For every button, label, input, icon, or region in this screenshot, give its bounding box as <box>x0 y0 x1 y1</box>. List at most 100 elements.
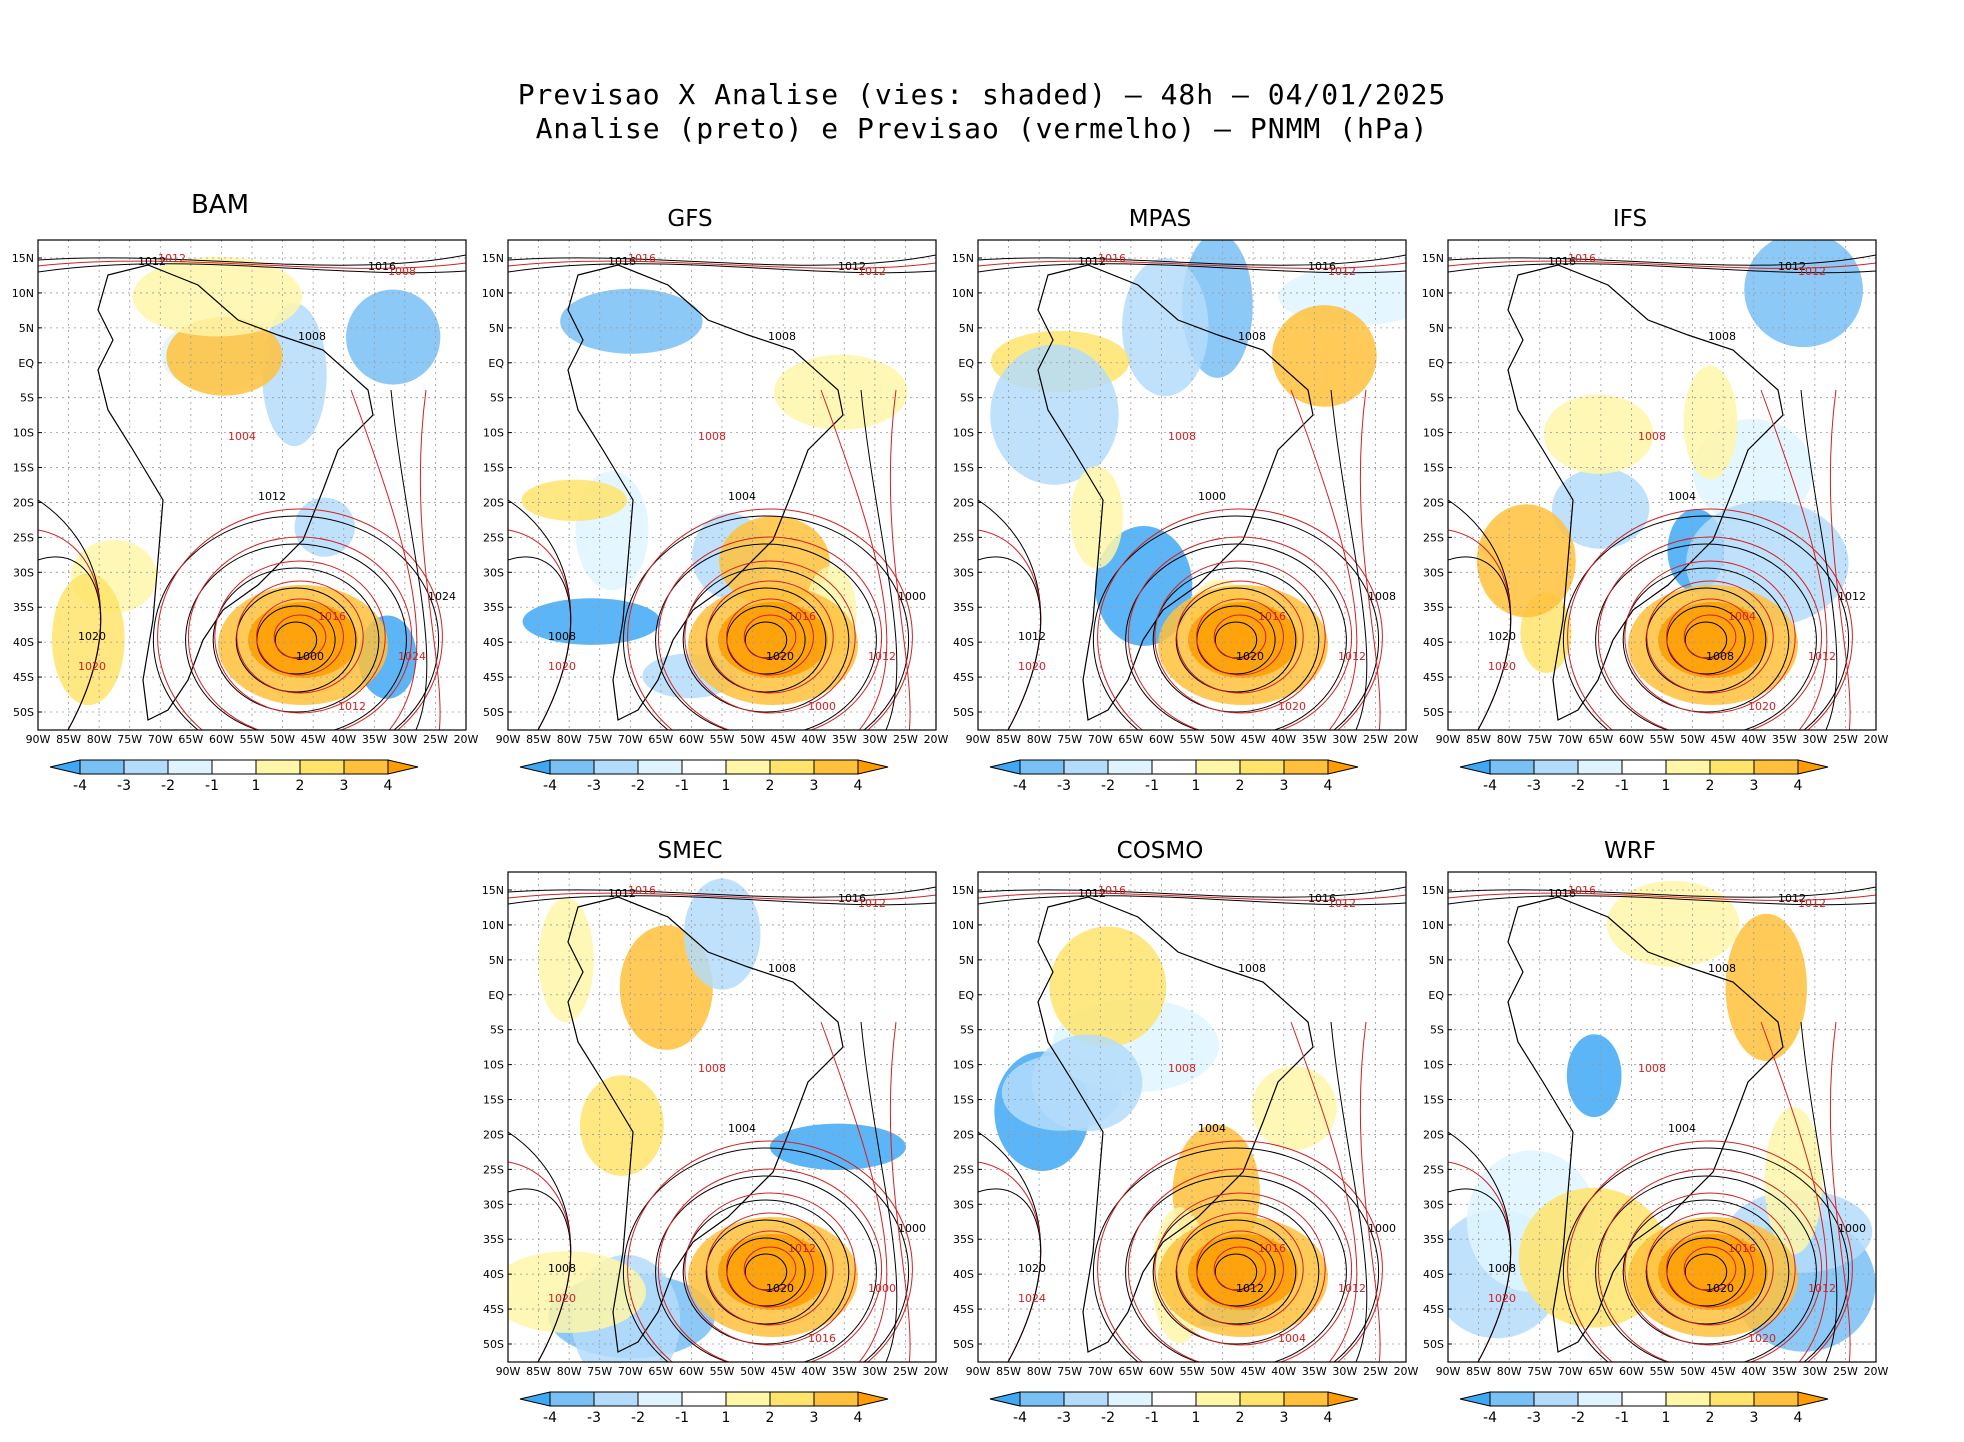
lat-tick-label: 35S <box>483 1233 504 1246</box>
lon-tick-label: 55W <box>1650 1365 1675 1378</box>
bias-shade-area <box>990 344 1119 485</box>
lat-tick-label: 30S <box>483 566 504 579</box>
lon-tick-label: 90W <box>1436 733 1461 746</box>
lon-tick-label: 80W <box>1497 1365 1522 1378</box>
isobar-label-analysis: 1020 <box>1018 1262 1046 1275</box>
colorbar-tick-label: -4 <box>543 1410 557 1426</box>
lat-tick-label: 35S <box>13 601 34 614</box>
isobar-label-forecast: 1012 <box>858 897 886 910</box>
isobar-label-analysis: 1012 <box>138 255 166 268</box>
lat-tick-label: 15S <box>483 462 504 475</box>
isobar-label-forecast: 1008 <box>1168 1062 1196 1075</box>
lon-tick-label: 65W <box>1588 733 1613 746</box>
isobar-label-analysis: 1012 <box>258 490 286 503</box>
lon-tick-label: 90W <box>966 1365 991 1378</box>
lat-tick-label: 15S <box>953 1094 974 1107</box>
isobar-label-analysis: 1020 <box>766 650 794 663</box>
lon-tick-label: 55W <box>1180 1365 1205 1378</box>
colorbar-tick-label: 2 <box>296 778 305 794</box>
lat-tick-label: 15S <box>483 1094 504 1107</box>
bias-shade-area <box>1658 1234 1768 1310</box>
lon-tick-label: 45W <box>771 733 796 746</box>
lon-tick-label: 70W <box>1088 733 1113 746</box>
isobar-label-forecast: 1012 <box>1808 1282 1836 1295</box>
bias-shade-area <box>51 573 125 706</box>
isobar-label-forecast: 1020 <box>1748 700 1776 713</box>
lon-tick-label: 50W <box>1680 1365 1705 1378</box>
lat-tick-label: 15S <box>1423 1094 1444 1107</box>
isobar-label-forecast: 1008 <box>698 1062 726 1075</box>
lat-tick-label: 30S <box>483 1198 504 1211</box>
lon-tick-label: 90W <box>1436 1365 1461 1378</box>
isobar-label-analysis: 1000 <box>296 650 324 663</box>
map-figure: 1012 101610081000100810121020101610121008… <box>952 239 1419 794</box>
colorbar-tick-label: 4 <box>1794 778 1803 794</box>
lat-tick-label: 5N <box>959 322 974 335</box>
lon-tick-label: 20W <box>454 733 479 746</box>
bias-shade-area <box>508 1251 647 1333</box>
lon-tick-label: 75W <box>587 1365 612 1378</box>
lat-tick-label: 35S <box>1423 1233 1444 1246</box>
lat-tick-label: 30S <box>1423 1198 1444 1211</box>
bias-shade-area <box>1188 1234 1298 1310</box>
isobar-label-forecast: 1008 <box>698 430 726 443</box>
lon-tick-label: 35W <box>832 733 857 746</box>
isobar-label-forecast: 1008 <box>1638 1062 1666 1075</box>
lat-tick-label: 5S <box>490 392 504 405</box>
lon-tick-label: 55W <box>710 733 735 746</box>
lon-tick-label: 70W <box>1088 1365 1113 1378</box>
lon-tick-label: 80W <box>1027 1365 1052 1378</box>
isobar-label-forecast: 1012 <box>1338 650 1366 663</box>
lon-tick-label: 90W <box>496 1365 521 1378</box>
lon-tick-label: 20W <box>1864 1365 1889 1378</box>
lat-tick-label: 40S <box>13 636 34 649</box>
lon-tick-label: 55W <box>1650 733 1675 746</box>
lon-tick-label: 60W <box>1149 1365 1174 1378</box>
lat-tick-label: 5S <box>1430 1024 1444 1037</box>
colorbar-tick-label: 4 <box>384 778 393 794</box>
bias-shade-area <box>346 289 441 385</box>
bias-shade-area <box>1031 1034 1143 1132</box>
isobar-label-analysis: 1000 <box>1368 1222 1396 1235</box>
bias-shade-area <box>773 354 908 430</box>
lon-tick-label: 45W <box>1241 1365 1266 1378</box>
panel-title: GFS <box>667 206 713 232</box>
panel-title: IFS <box>1612 206 1648 232</box>
lon-tick-label: 40W <box>1271 733 1296 746</box>
colorbar-tick-label: -1 <box>1615 1410 1629 1426</box>
isobar-label-analysis: 1004 <box>1668 1122 1696 1135</box>
lat-tick-label: 10N <box>482 287 504 300</box>
lon-tick-label: 75W <box>1527 733 1552 746</box>
isobar-label-analysis: 1004 <box>728 1122 756 1135</box>
lat-tick-label: 15S <box>953 462 974 475</box>
colorbar-tick-label: 3 <box>1750 778 1759 794</box>
lat-tick-label: 5S <box>960 392 974 405</box>
lat-tick-label: 20S <box>483 496 504 509</box>
colorbar-tick-label: -2 <box>161 778 175 794</box>
lon-tick-label: 60W <box>1619 1365 1644 1378</box>
colorbar-tick-label: 2 <box>1236 778 1245 794</box>
isobar-label-forecast: 1012 <box>1328 265 1356 278</box>
lon-tick-label: 65W <box>648 1365 673 1378</box>
colorbar-tick-label: -4 <box>1483 1410 1497 1426</box>
lat-tick-label: 10S <box>1423 1059 1444 1072</box>
isobar-label-analysis: 1008 <box>1238 330 1266 343</box>
lon-tick-label: 20W <box>924 733 949 746</box>
lon-tick-label: 40W <box>801 1365 826 1378</box>
lat-tick-label: 25S <box>1423 531 1444 544</box>
lat-tick-label: 10N <box>1422 287 1444 300</box>
bias-shade-area <box>248 602 358 678</box>
lon-tick-label: 50W <box>270 733 295 746</box>
lat-tick-label: EQ <box>1428 357 1444 370</box>
colorbar-tick-label: 3 <box>810 1410 819 1426</box>
lat-tick-label: 15N <box>1422 884 1444 897</box>
lon-tick-label: 80W <box>1027 733 1052 746</box>
colorbar-tick-label: 2 <box>1706 1410 1715 1426</box>
isobar-label-analysis: 1016 <box>1548 887 1576 900</box>
isobar-label-analysis: 1008 <box>548 630 576 643</box>
colorbar-tick-label: 3 <box>1280 1410 1289 1426</box>
lon-tick-label: 90W <box>26 733 51 746</box>
lat-tick-label: 5S <box>20 392 34 405</box>
isobar-label-forecast: 1016 <box>1568 252 1596 265</box>
isobar-label-forecast: 1012 <box>788 1242 816 1255</box>
